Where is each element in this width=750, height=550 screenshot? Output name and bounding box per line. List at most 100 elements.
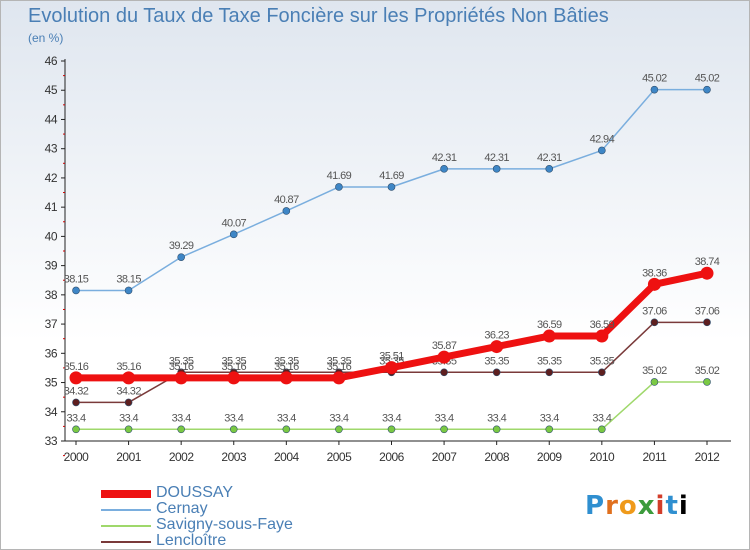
- data-label-savigny-sous-faye: 33.4: [277, 412, 296, 424]
- chart-subtitle: (en %): [28, 31, 64, 45]
- data-label-cernay: 39.29: [169, 240, 194, 252]
- data-label-savigny-sous-faye: 33.4: [487, 412, 506, 424]
- y-tick-label: 44: [45, 112, 58, 126]
- y-tick-label: 41: [45, 200, 58, 214]
- x-tick-label: 2008: [484, 450, 510, 464]
- data-point-cernay: [282, 207, 291, 215]
- x-tick-label: 2007: [432, 450, 458, 464]
- data-point-savigny-sous-faye: [703, 378, 711, 386]
- data-point-doussay: [385, 361, 398, 375]
- y-tick-label: 33: [45, 434, 58, 448]
- chart-title: Evolution du Taux de Taxe Foncière sur l…: [28, 5, 609, 27]
- data-label-cernay: 42.31: [484, 152, 509, 164]
- data-point-lenclo-tre: [492, 368, 501, 377]
- data-label-lenclo-tre: 35.35: [169, 355, 194, 367]
- data-point-savigny-sous-faye: [440, 425, 448, 434]
- data-label-doussay: 36.59: [590, 319, 615, 331]
- data-point-cernay: [229, 230, 238, 239]
- data-label-savigny-sous-faye: 33.4: [435, 412, 454, 424]
- data-point-savigny-sous-faye: [72, 425, 80, 434]
- data-point-savigny-sous-faye: [124, 425, 133, 434]
- x-tick-label: 2009: [537, 450, 563, 464]
- data-label-savigny-sous-faye: 33.4: [540, 412, 559, 424]
- legend-label: Lencloître: [156, 532, 227, 549]
- data-label-cernay: 40.87: [274, 194, 299, 206]
- legend-label: Cernay: [156, 500, 208, 517]
- data-point-doussay: [174, 371, 188, 385]
- data-point-doussay: [542, 329, 556, 343]
- y-tick-label: 42: [45, 171, 58, 185]
- data-label-lenclo-tre: 34.32: [116, 385, 141, 397]
- y-tick-label: 39: [45, 259, 58, 273]
- data-label-lenclo-tre: 35.35: [221, 355, 246, 367]
- data-label-cernay: 41.69: [379, 170, 404, 182]
- y-tick-label: 46: [45, 54, 58, 68]
- y-tick-label: 45: [45, 83, 58, 97]
- data-label-savigny-sous-faye: 35.02: [642, 365, 667, 377]
- data-point-savigny-sous-faye: [387, 425, 396, 434]
- data-label-lenclo-tre: 37.06: [695, 305, 720, 317]
- data-point-doussay: [332, 371, 346, 385]
- y-tick-label: 38: [45, 288, 58, 302]
- data-point-savigny-sous-faye: [598, 425, 606, 434]
- data-point-lenclo-tre: [440, 368, 448, 377]
- x-tick-label: 2001: [116, 450, 142, 464]
- x-tick-label: 2011: [643, 450, 668, 464]
- data-label-cernay: 45.02: [642, 73, 667, 85]
- data-label-lenclo-tre: 35.35: [537, 355, 562, 367]
- x-tick-label: 2003: [221, 450, 247, 464]
- data-point-savigny-sous-faye: [282, 425, 291, 434]
- legend-swatch: [101, 541, 151, 543]
- legend-swatch: [101, 490, 151, 498]
- y-tick-label: 34: [45, 405, 58, 419]
- legend-label: Savigny-sous-Faye: [156, 516, 293, 533]
- data-label-doussay: 36.23: [484, 330, 509, 342]
- data-label-savigny-sous-faye: 33.4: [382, 412, 401, 424]
- data-label-lenclo-tre: 35.35: [484, 355, 509, 367]
- y-tick-label: 40: [45, 229, 58, 243]
- data-label-doussay: 36.59: [537, 319, 562, 331]
- data-point-lenclo-tre: [650, 318, 659, 327]
- data-label-savigny-sous-faye: 33.4: [592, 412, 611, 424]
- data-label-savigny-sous-faye: 33.4: [329, 412, 348, 424]
- y-tick-label: 37: [45, 317, 58, 331]
- data-point-savigny-sous-faye: [650, 378, 659, 386]
- data-point-doussay: [69, 371, 83, 385]
- legend-swatch: [101, 509, 151, 511]
- data-label-savigny-sous-faye: 33.4: [172, 412, 191, 424]
- data-point-doussay: [700, 266, 714, 280]
- data-label-doussay: 35.16: [169, 361, 194, 373]
- data-label-cernay: 40.07: [221, 217, 246, 229]
- data-point-lenclo-tre: [598, 368, 606, 377]
- data-point-doussay: [279, 371, 293, 385]
- data-point-cernay: [650, 85, 659, 94]
- data-label-doussay: 35.16: [327, 361, 352, 373]
- data-label-lenclo-tre: 37.06: [642, 305, 667, 317]
- data-label-lenclo-tre: 35.35: [590, 355, 615, 367]
- x-tick-label: 2006: [379, 450, 405, 464]
- data-point-cernay: [177, 253, 185, 261]
- data-point-lenclo-tre: [703, 318, 711, 327]
- data-label-cernay: 45.02: [695, 73, 720, 85]
- data-point-cernay: [545, 165, 554, 173]
- data-label-doussay: 38.36: [642, 267, 667, 279]
- x-tick-label: 2012: [695, 450, 721, 464]
- data-label-lenclo-tre: 35.35: [274, 355, 299, 367]
- x-tick-label: 2002: [169, 450, 195, 464]
- data-point-cernay: [598, 146, 606, 155]
- data-label-cernay: 42.31: [432, 152, 457, 164]
- data-label-lenclo-tre: 34.32: [64, 385, 89, 397]
- data-point-savigny-sous-faye: [545, 425, 554, 434]
- y-tick-label: 36: [45, 346, 58, 360]
- legend-label: DOUSSAY: [156, 484, 234, 501]
- data-label-cernay: 42.31: [537, 152, 562, 164]
- data-point-lenclo-tre: [545, 368, 554, 377]
- data-point-savigny-sous-faye: [177, 425, 185, 434]
- x-tick-label: 2005: [327, 450, 353, 464]
- legend-swatch: [101, 525, 151, 527]
- y-tick-label: 43: [45, 142, 58, 156]
- data-label-doussay: 35.16: [116, 361, 141, 373]
- x-tick-label: 2004: [274, 450, 300, 464]
